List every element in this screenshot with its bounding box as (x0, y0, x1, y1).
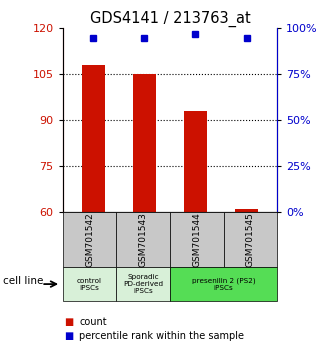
Title: GDS4141 / 213763_at: GDS4141 / 213763_at (89, 11, 250, 27)
Text: percentile rank within the sample: percentile rank within the sample (79, 331, 244, 341)
Bar (184, 111, 207, 212)
Text: ■: ■ (64, 317, 74, 327)
Text: GSM701543: GSM701543 (139, 212, 148, 267)
Text: control
IPSCs: control IPSCs (77, 278, 102, 291)
Text: cell line: cell line (3, 275, 44, 286)
Text: GSM701545: GSM701545 (246, 212, 255, 267)
Text: count: count (79, 317, 107, 327)
Bar (82, 65, 105, 212)
Text: ■: ■ (64, 331, 74, 341)
Bar (133, 74, 156, 212)
Text: presenilin 2 (PS2)
iPSCs: presenilin 2 (PS2) iPSCs (192, 277, 255, 291)
Bar (235, 209, 258, 212)
Text: Sporadic
PD-derived
iPSCs: Sporadic PD-derived iPSCs (123, 274, 163, 294)
Text: GSM701542: GSM701542 (85, 212, 94, 267)
Text: GSM701544: GSM701544 (192, 212, 201, 267)
